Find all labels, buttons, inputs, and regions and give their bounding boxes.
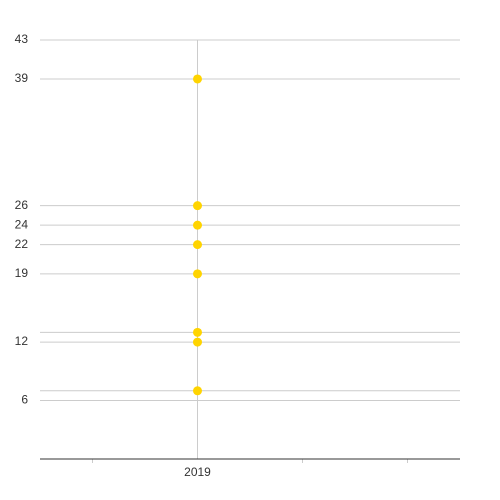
point bbox=[193, 220, 202, 230]
point bbox=[193, 240, 202, 250]
x-tick-label: 2019 bbox=[184, 465, 211, 479]
y-tick-label: 6 bbox=[21, 393, 28, 407]
point bbox=[193, 337, 202, 347]
y-tick-label: 26 bbox=[15, 198, 29, 212]
point bbox=[193, 269, 202, 279]
y-tick-label: 19 bbox=[15, 266, 29, 280]
y-tick-label: 12 bbox=[15, 334, 29, 348]
y-tick-label: 24 bbox=[15, 217, 29, 231]
point bbox=[193, 74, 202, 84]
point bbox=[193, 386, 202, 396]
y-tick-label: 39 bbox=[15, 71, 29, 85]
point bbox=[193, 327, 202, 337]
point bbox=[193, 201, 202, 211]
y-tick-label: 43 bbox=[15, 32, 29, 46]
y-tick-label: 22 bbox=[15, 237, 29, 251]
